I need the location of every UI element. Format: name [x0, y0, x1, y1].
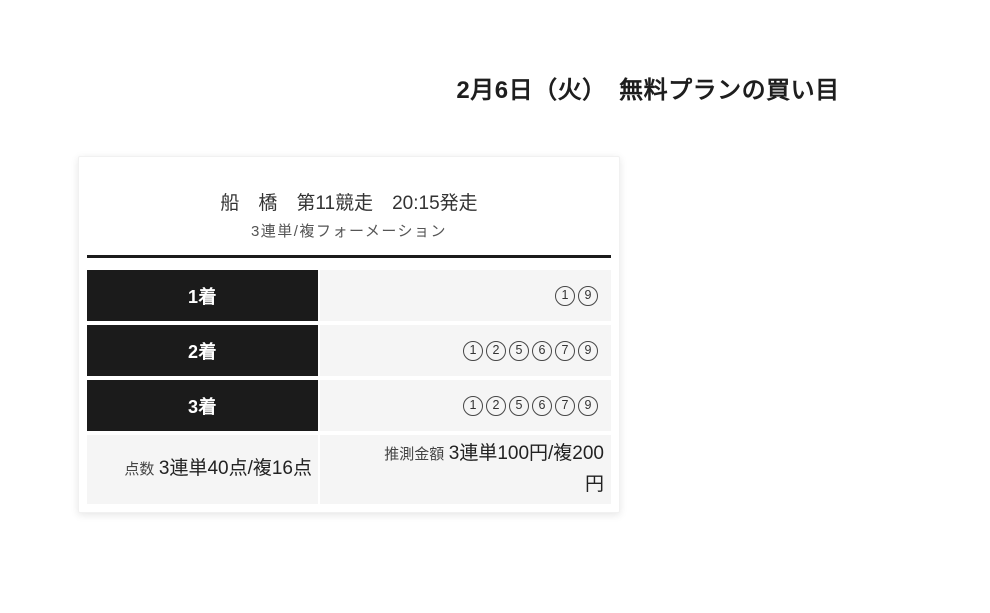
bet-type-subtitle: 3連単/複フォーメーション: [250, 223, 448, 240]
summary-row: 点数 3連単40点/複16点 推測金額 3連単100円/複200円: [87, 435, 611, 504]
header-divider: [87, 255, 611, 258]
page-title: 2月6日（火） 無料プランの買い目: [456, 77, 840, 104]
circled-number: 6: [532, 395, 552, 416]
circled-number: 9: [578, 395, 598, 416]
circled-number: 2: [486, 340, 506, 361]
race-title: 船 橋 第11競走 20:15発走: [220, 193, 478, 214]
finish-position-label: 2着: [87, 325, 318, 376]
points-cell: 点数 3連単40点/複16点: [87, 435, 318, 504]
circled-number: 7: [555, 340, 575, 361]
circled-number: 7: [555, 395, 575, 416]
points-label: 点数: [124, 461, 155, 478]
circled-number: 1: [463, 395, 483, 416]
circled-number: 9: [578, 340, 598, 361]
card-header: 船 橋 第11競走 20:15発走 3連単/複フォーメーション: [87, 165, 611, 255]
circled-number: 5: [509, 340, 529, 361]
estimated-amount-value: 3連単100円/複200円: [448, 442, 604, 495]
estimated-amount-cell: 推測金額 3連単100円/複200円: [320, 435, 611, 504]
finish-position-label: 3着: [87, 380, 318, 431]
circled-number: 1: [463, 340, 483, 361]
circled-number: 1: [555, 285, 575, 306]
estimated-amount-label: 推測金額: [384, 445, 445, 463]
finish-position-label: 1着: [87, 270, 318, 321]
points-value: 3連単40点/複16点: [158, 458, 312, 479]
points-text: 点数 3連単40点/複16点: [124, 454, 312, 485]
circled-number: 9: [578, 285, 598, 306]
circled-number: 6: [532, 340, 552, 361]
circled-number: 5: [509, 395, 529, 416]
estimated-amount-text: 推測金額 3連単100円/複200円: [372, 439, 604, 501]
circled-number: 2: [486, 395, 506, 416]
